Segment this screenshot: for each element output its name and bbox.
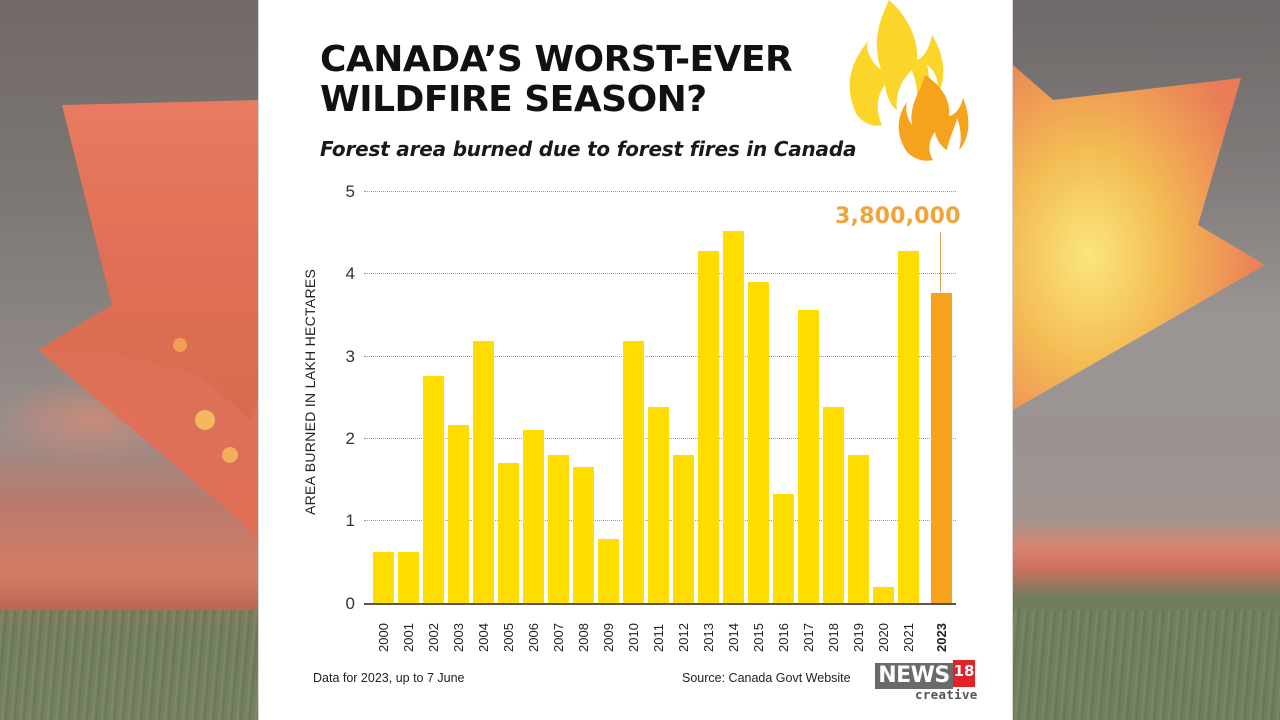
haze-overlay <box>1013 0 1280 720</box>
x-tick-2014: 2014 <box>726 623 741 652</box>
x-tick-2007: 2007 <box>551 623 566 652</box>
source-text: Source: Canada Govt Website <box>682 671 851 685</box>
bar-2007 <box>548 454 569 603</box>
highlight-value-label: 3,800,000 <box>835 204 961 229</box>
x-tick-2019: 2019 <box>851 623 866 652</box>
bar-2004 <box>473 340 494 603</box>
bar-2015 <box>748 281 769 603</box>
gridline-3 <box>364 356 956 357</box>
x-tick-2016: 2016 <box>776 623 791 652</box>
bar-2002 <box>423 376 444 603</box>
x-tick-2005: 2005 <box>501 623 516 652</box>
page-title: CANADA’S WORST-EVER WILDFIRE SEASON? <box>320 39 793 120</box>
y-axis-label: AREA BURNED IN LAKH HECTARES <box>302 268 318 515</box>
bar-2001 <box>398 551 419 603</box>
x-tick-2023: 2023 <box>934 623 949 652</box>
y-tick-0: 0 <box>345 594 355 613</box>
maple-leaf-icon <box>1013 65 1265 410</box>
title-line-2: WILDFIRE SEASON? <box>320 79 707 120</box>
data-note: Data for 2023, up to 7 June <box>313 671 465 685</box>
bar-chart: AREA BURNED IN LAKH HECTARES 5 4 3 2 1 0… <box>259 0 1014 720</box>
title-line-1: CANADA’S WORST-EVER <box>320 39 793 80</box>
bar-2019 <box>848 454 869 603</box>
bar-2016 <box>773 494 794 603</box>
x-tick-2008: 2008 <box>576 623 591 652</box>
bar-2017 <box>798 309 819 603</box>
bar-2005 <box>498 462 519 603</box>
maple-leaf-icon <box>38 100 258 540</box>
logo-18-badge: 18 <box>953 660 975 687</box>
x-tick-2017: 2017 <box>801 623 816 652</box>
x-tick-2002: 2002 <box>426 623 441 652</box>
x-tick-2000: 2000 <box>376 623 391 652</box>
x-tick-2018: 2018 <box>826 623 841 652</box>
x-tick-2012: 2012 <box>676 623 691 652</box>
x-tick-2001: 2001 <box>401 623 416 652</box>
gridline-4 <box>364 273 956 274</box>
haze-overlay <box>0 0 258 720</box>
y-tick-1: 1 <box>345 511 355 530</box>
bar-2006 <box>523 429 544 603</box>
subtitle: Forest area burned due to forest fires i… <box>320 137 857 161</box>
logo-news-text: NEWS <box>875 663 953 689</box>
x-tick-2013: 2013 <box>701 623 716 652</box>
bar-2020 <box>873 586 894 603</box>
y-tick-5: 5 <box>345 182 355 201</box>
bar-2010 <box>623 340 644 603</box>
grass-texture <box>1013 610 1280 720</box>
bar-2003 <box>448 425 469 603</box>
bar-2021 <box>898 251 919 603</box>
y-tick-4: 4 <box>345 264 355 283</box>
bar-2018 <box>823 406 844 603</box>
bar-2008 <box>573 467 594 603</box>
bar-2011 <box>648 406 669 603</box>
x-tick-2003: 2003 <box>451 623 466 652</box>
x-tick-2004: 2004 <box>476 623 491 652</box>
x-tick-2020: 2020 <box>876 623 891 652</box>
news18-logo: NEWS 18 creative <box>875 660 979 704</box>
x-tick-2006: 2006 <box>526 623 541 652</box>
x-axis-line <box>364 603 956 605</box>
infographic-card: CANADA’S WORST-EVER WILDFIRE SEASON? For… <box>258 0 1013 720</box>
bar-2014 <box>723 230 744 603</box>
gridline-5 <box>364 191 956 192</box>
x-tick-2015: 2015 <box>751 623 766 652</box>
fire-icon <box>849 0 969 161</box>
logo-creative-text: creative <box>915 687 978 702</box>
bar-2012 <box>673 454 694 603</box>
x-tick-2011: 2011 <box>651 624 666 652</box>
bar-2013 <box>698 251 719 603</box>
x-tick-2009: 2009 <box>601 623 616 652</box>
bar-2023 <box>931 293 952 603</box>
grass-texture <box>0 610 258 720</box>
x-tick-2010: 2010 <box>626 623 641 652</box>
y-tick-2: 2 <box>345 429 355 448</box>
bar-2009 <box>598 538 619 603</box>
bar-2000 <box>373 551 394 603</box>
y-tick-3: 3 <box>345 347 355 366</box>
x-tick-2021: 2021 <box>901 623 916 652</box>
background-photo-left <box>0 0 258 720</box>
callout-leader-line <box>940 232 941 292</box>
background-photo-right <box>1013 0 1280 720</box>
